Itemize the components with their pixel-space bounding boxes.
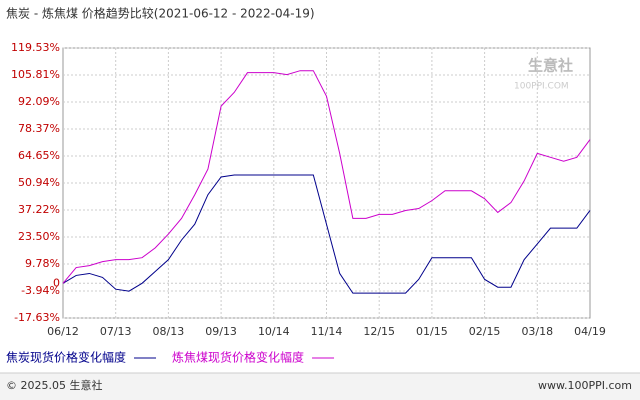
y-tick-label: 37.22% bbox=[18, 203, 60, 216]
legend-label: 焦炭现货价格变化幅度 bbox=[6, 350, 126, 365]
x-tick-label: 03/18 bbox=[521, 325, 553, 338]
watermark-sub: 100PPI.COM bbox=[514, 82, 569, 92]
x-tick-label: 08/13 bbox=[153, 325, 185, 338]
y-tick-label: 92.09% bbox=[18, 95, 60, 108]
x-tick-label: 09/13 bbox=[205, 325, 237, 338]
x-tick-label: 11/14 bbox=[311, 325, 343, 338]
y-tick-label: 64.65% bbox=[18, 149, 60, 162]
y-tick-label: 78.37% bbox=[18, 122, 60, 135]
x-tick-label: 07/13 bbox=[100, 325, 132, 338]
x-tick-label: 02/15 bbox=[469, 325, 501, 338]
y-tick-label: -17.63% bbox=[14, 311, 60, 324]
legend-label: 炼焦煤现货价格变化幅度 bbox=[172, 350, 304, 365]
y-tick-label: -3.94% bbox=[21, 284, 60, 297]
footer-right: www.100PPI.com bbox=[538, 379, 632, 392]
x-tick-label: 01/15 bbox=[416, 325, 448, 338]
y-tick-label: 50.94% bbox=[18, 176, 60, 189]
y-tick-label: 23.50% bbox=[18, 230, 60, 243]
y-tick-label: 119.53% bbox=[11, 41, 60, 54]
series-line bbox=[62, 174, 591, 294]
x-tick-label: 12/15 bbox=[363, 325, 395, 338]
x-tick-label: 10/14 bbox=[258, 325, 290, 338]
x-tick-label: 04/19 bbox=[574, 325, 606, 338]
watermark: 生意社 bbox=[528, 57, 573, 75]
chart-title: 焦炭 - 炼焦煤 价格趋势比较(2021-06-12 - 2022-04-19) bbox=[6, 6, 315, 21]
y-tick-label: 105.81% bbox=[11, 68, 60, 81]
series-line bbox=[62, 70, 591, 284]
y-tick-label: 9.78% bbox=[25, 257, 60, 270]
footer-band bbox=[0, 373, 640, 400]
y-tick-label: 0 bbox=[53, 276, 60, 289]
footer-left: © 2025.05 生意社 bbox=[6, 378, 102, 392]
x-tick-label: 06/12 bbox=[47, 325, 79, 338]
